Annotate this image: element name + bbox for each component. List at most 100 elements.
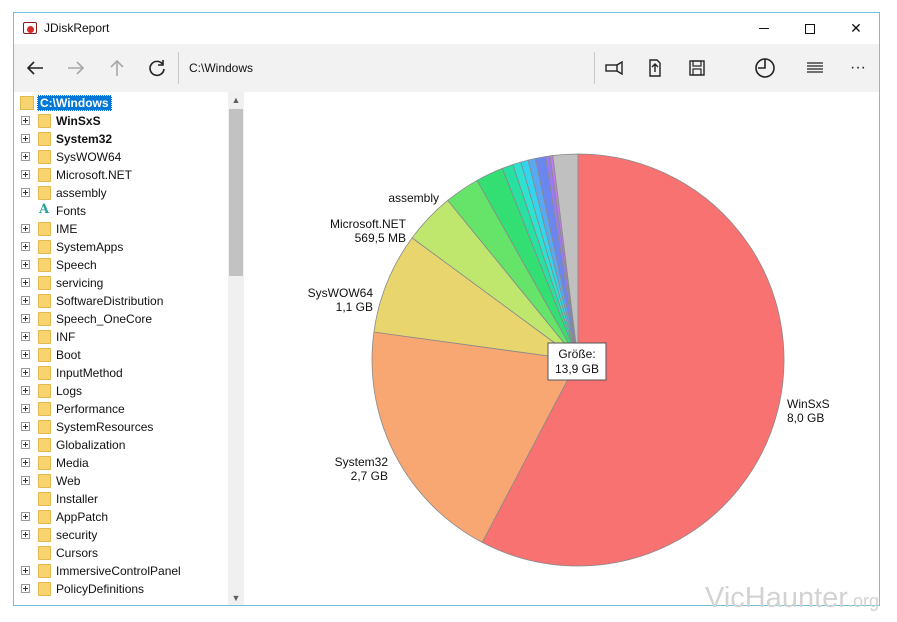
tree-item-label: assembly [56, 186, 107, 200]
up-arrow-icon [110, 59, 124, 76]
tree-item-label: IME [56, 222, 78, 236]
tree-item[interactable]: assembly [14, 184, 228, 202]
expand-icon[interactable] [21, 458, 30, 467]
expand-icon[interactable] [21, 188, 30, 197]
scroll-up-icon[interactable]: ▲ [231, 95, 241, 105]
tree-item[interactable]: Globalization [14, 436, 228, 454]
expand-icon[interactable] [21, 170, 30, 179]
tree-item-label: Speech_OneCore [56, 312, 153, 326]
tree-item[interactable]: security [14, 526, 228, 544]
tree-item[interactable]: Installer [14, 490, 228, 508]
pie-slice[interactable] [552, 153, 579, 361]
tree-item[interactable]: INF [14, 328, 228, 346]
tree-item[interactable]: servicing [14, 274, 228, 292]
expand-icon[interactable] [21, 260, 30, 269]
folder-icon [38, 240, 51, 254]
tree-item[interactable]: Boot [14, 346, 228, 364]
tree-item-label: Globalization [56, 438, 126, 452]
app-window: JDiskReport ✕ C:\Windows [13, 12, 880, 606]
tree-item[interactable]: IME [14, 220, 228, 238]
expand-icon[interactable] [21, 242, 30, 251]
tree-item[interactable]: Microsoft.NET [14, 166, 228, 184]
expand-icon[interactable] [21, 314, 30, 323]
tree-item-label: PolicyDefinitions [56, 582, 145, 596]
pie-slice-system32[interactable] [371, 331, 579, 543]
folder-icon [38, 132, 51, 146]
expand-icon[interactable] [21, 530, 30, 539]
tree-item[interactable]: Speech [14, 256, 228, 274]
tree-item-label: SysWOW64 [56, 150, 122, 164]
expand-icon[interactable] [21, 350, 30, 359]
list-view-button[interactable] [797, 50, 833, 86]
current-path: C:\Windows [189, 61, 254, 75]
tree-item-label: SoftwareDistribution [56, 294, 164, 308]
scroll-down-icon[interactable]: ▼ [231, 593, 241, 603]
expand-icon[interactable] [21, 404, 30, 413]
expand-icon[interactable] [21, 440, 30, 449]
tree-item[interactable]: SystemResources [14, 418, 228, 436]
tree-item[interactable]: Web [14, 472, 228, 490]
tree-item-label: Performance [56, 402, 125, 416]
more-options-button[interactable]: ··· [840, 50, 876, 86]
back-arrow-icon [26, 61, 43, 75]
pie-slice-syswow64[interactable] [373, 237, 579, 361]
tree-root[interactable]: C:\Windows [14, 94, 228, 112]
save-button[interactable] [679, 50, 715, 86]
tree-item[interactable]: Speech_OneCore [14, 310, 228, 328]
watermark-text: VicHaunter [705, 582, 848, 614]
expand-icon[interactable] [21, 566, 30, 575]
expand-icon[interactable] [21, 296, 30, 305]
maximize-button[interactable] [787, 13, 833, 44]
expand-icon[interactable] [21, 368, 30, 377]
expand-icon[interactable] [21, 116, 30, 125]
expand-icon[interactable] [21, 422, 30, 431]
flashlight-icon [605, 60, 623, 76]
expand-icon[interactable] [21, 134, 30, 143]
expand-icon[interactable] [21, 152, 30, 161]
tree-item[interactable]: SystemApps [14, 238, 228, 256]
folder-icon [38, 474, 51, 488]
refresh-button[interactable] [139, 50, 175, 86]
tree-item[interactable]: InputMethod [14, 364, 228, 382]
tree-item[interactable]: SoftwareDistribution [14, 292, 228, 310]
expand-icon[interactable] [21, 512, 30, 521]
scan-button[interactable] [597, 50, 633, 86]
tree-item[interactable]: AppPatch [14, 508, 228, 526]
expand-icon[interactable] [21, 476, 30, 485]
tree-item[interactable]: PolicyDefinitions [14, 580, 228, 598]
back-button[interactable] [17, 50, 53, 86]
tree-item-label: SystemApps [56, 240, 124, 254]
tree-root-label: C:\Windows [37, 95, 112, 111]
tree-item[interactable]: Cursors [14, 544, 228, 562]
tree-item[interactable]: System32 [14, 130, 228, 148]
scroll-thumb[interactable] [229, 109, 243, 276]
tree-item[interactable]: Performance [14, 400, 228, 418]
expand-icon[interactable] [21, 224, 30, 233]
tree-item[interactable]: A Fonts [14, 202, 228, 220]
tree-item[interactable]: Logs [14, 382, 228, 400]
expand-icon[interactable] [21, 278, 30, 287]
minimize-button[interactable] [741, 13, 787, 44]
toolbar: C:\Windows ··· [14, 44, 879, 92]
expand-icon[interactable] [21, 332, 30, 341]
expand-icon[interactable] [21, 584, 30, 593]
toolbar-divider [594, 52, 595, 84]
up-button[interactable] [99, 50, 135, 86]
forward-button[interactable] [58, 50, 94, 86]
close-button[interactable]: ✕ [850, 20, 862, 36]
slice-label: assembly [388, 191, 439, 205]
folder-icon [38, 564, 51, 578]
slice-label: System32 [335, 455, 389, 469]
tree-item[interactable]: Media [14, 454, 228, 472]
tree-scrollbar[interactable]: ▲ ▼ [228, 92, 244, 605]
pie-slice-winsxs[interactable] [481, 153, 785, 567]
tree-item-label: InputMethod [56, 366, 123, 380]
expand-icon[interactable] [21, 386, 30, 395]
tree-item[interactable]: ImmersiveControlPanel [14, 562, 228, 580]
folder-icon [38, 420, 51, 434]
folder-icon [38, 222, 51, 236]
tree-item[interactable]: SysWOW64 [14, 148, 228, 166]
pie-view-button[interactable] [747, 50, 783, 86]
tree-item[interactable]: WinSxS [14, 112, 228, 130]
export-button[interactable] [637, 50, 673, 86]
